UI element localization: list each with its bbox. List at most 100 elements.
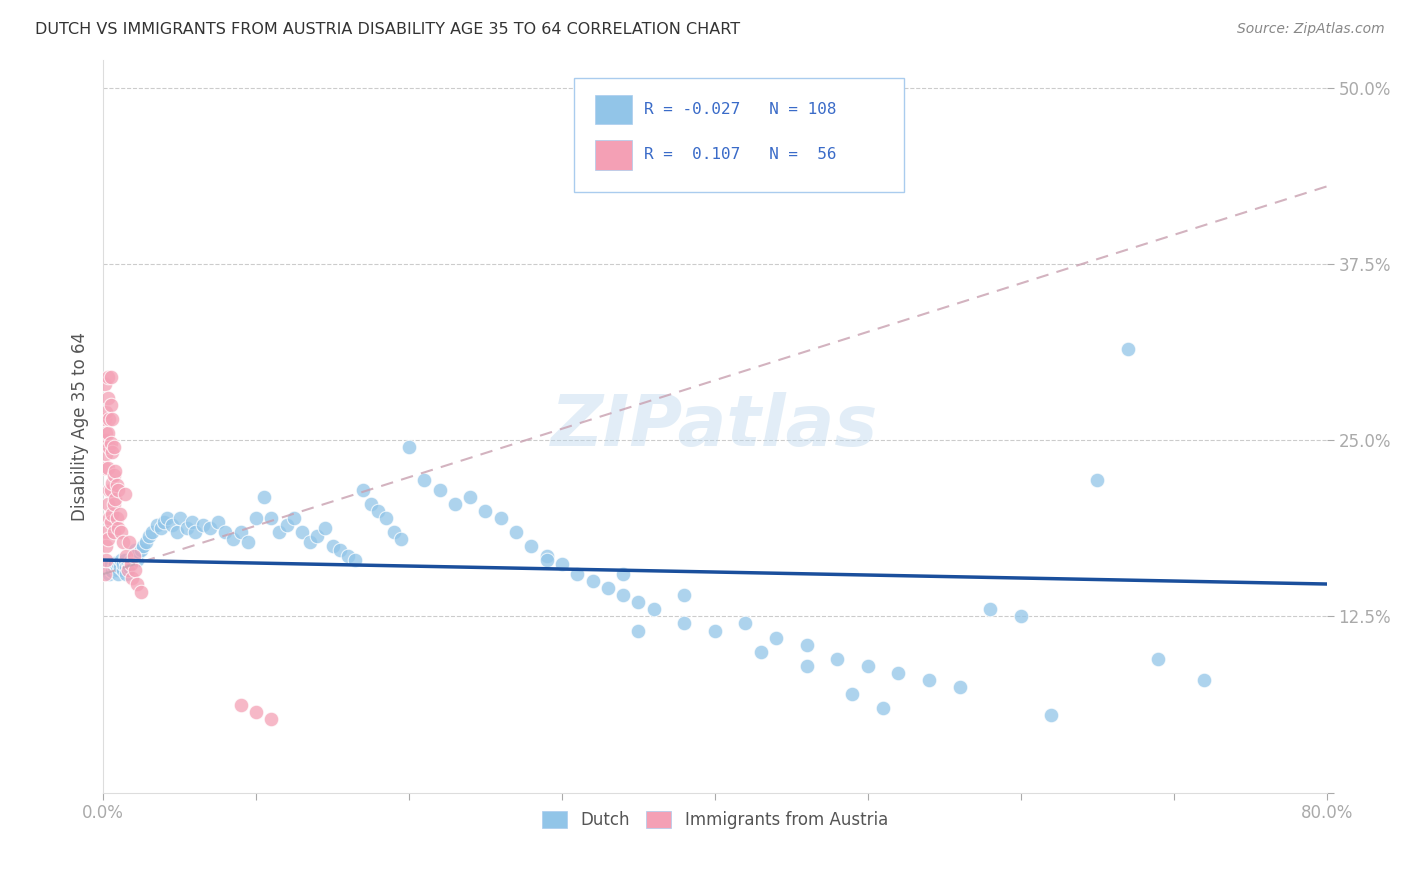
Point [110, 524, 132, 539]
Point [474, 504, 496, 518]
Point [97, 461, 120, 475]
Point [191, 517, 214, 532]
Point [93, 412, 115, 426]
Point [138, 529, 160, 543]
Point [267, 524, 290, 539]
Point [131, 543, 153, 558]
Point [122, 549, 145, 563]
Point [207, 515, 229, 529]
Point [107, 558, 129, 572]
Point [307, 529, 329, 543]
Point [382, 524, 405, 539]
Point [796, 658, 818, 673]
Point [103, 440, 125, 454]
Point [520, 539, 543, 553]
Point [260, 712, 283, 726]
Point [198, 521, 221, 535]
Point [104, 464, 127, 478]
Point [276, 517, 298, 532]
Point [110, 553, 132, 567]
Point [97, 532, 120, 546]
Point [97, 391, 120, 405]
Point [120, 553, 142, 567]
Point [97, 426, 120, 441]
Point [150, 521, 173, 535]
Point [100, 563, 122, 577]
Point [612, 588, 634, 602]
Bar [595, 140, 631, 169]
Point [398, 440, 420, 454]
Point [131, 585, 153, 599]
Point [101, 475, 124, 490]
Point [97, 560, 120, 574]
Point [117, 558, 139, 572]
Y-axis label: Disability Age 35 to 64: Disability Age 35 to 64 [72, 332, 89, 521]
Point [505, 524, 527, 539]
Point [98, 510, 121, 524]
Point [98, 440, 121, 454]
Point [118, 534, 141, 549]
Point [103, 497, 125, 511]
Point [429, 483, 451, 497]
Point [153, 515, 176, 529]
Point [238, 534, 260, 549]
Point [291, 524, 314, 539]
Point [100, 515, 122, 529]
Text: R = -0.027   N = 108: R = -0.027 N = 108 [644, 102, 837, 117]
Point [96, 405, 118, 419]
Point [389, 532, 412, 546]
Point [673, 616, 696, 631]
Point [1040, 708, 1063, 723]
Point [367, 504, 389, 518]
Point [643, 602, 665, 616]
Point [245, 706, 267, 720]
Point [122, 549, 145, 563]
Point [141, 524, 163, 539]
Point [98, 412, 121, 426]
Point [184, 524, 207, 539]
Point [918, 673, 941, 687]
Point [825, 651, 848, 665]
Point [107, 567, 129, 582]
Text: DUTCH VS IMMIGRANTS FROM AUSTRIA DISABILITY AGE 35 TO 64 CORRELATION CHART: DUTCH VS IMMIGRANTS FROM AUSTRIA DISABIL… [35, 22, 741, 37]
Point [229, 698, 252, 713]
Point [125, 553, 148, 567]
Point [458, 490, 481, 504]
Bar [595, 95, 631, 124]
Point [581, 574, 603, 589]
Point [93, 376, 115, 391]
Point [111, 558, 134, 572]
Point [283, 510, 305, 524]
Point [749, 645, 772, 659]
Point [125, 577, 148, 591]
Point [673, 588, 696, 602]
Point [627, 624, 650, 638]
Point [536, 553, 558, 567]
Point [115, 567, 138, 582]
Point [114, 487, 136, 501]
Point [245, 510, 267, 524]
Point [413, 473, 436, 487]
Point [101, 565, 124, 579]
Point [322, 539, 344, 553]
Point [96, 447, 118, 461]
Point [948, 680, 970, 694]
Point [124, 563, 146, 577]
Point [127, 546, 149, 560]
Point [360, 497, 382, 511]
Point [336, 549, 359, 563]
Point [444, 497, 467, 511]
Point [93, 461, 115, 475]
Point [104, 556, 127, 570]
Point [100, 369, 122, 384]
Point [101, 507, 124, 521]
Text: R =  0.107   N =  56: R = 0.107 N = 56 [644, 147, 837, 162]
Point [166, 524, 188, 539]
Point [115, 560, 138, 574]
Point [121, 571, 143, 585]
Point [180, 515, 202, 529]
Point [1010, 609, 1032, 624]
Point [703, 624, 725, 638]
Point [856, 658, 879, 673]
Point [124, 543, 146, 558]
